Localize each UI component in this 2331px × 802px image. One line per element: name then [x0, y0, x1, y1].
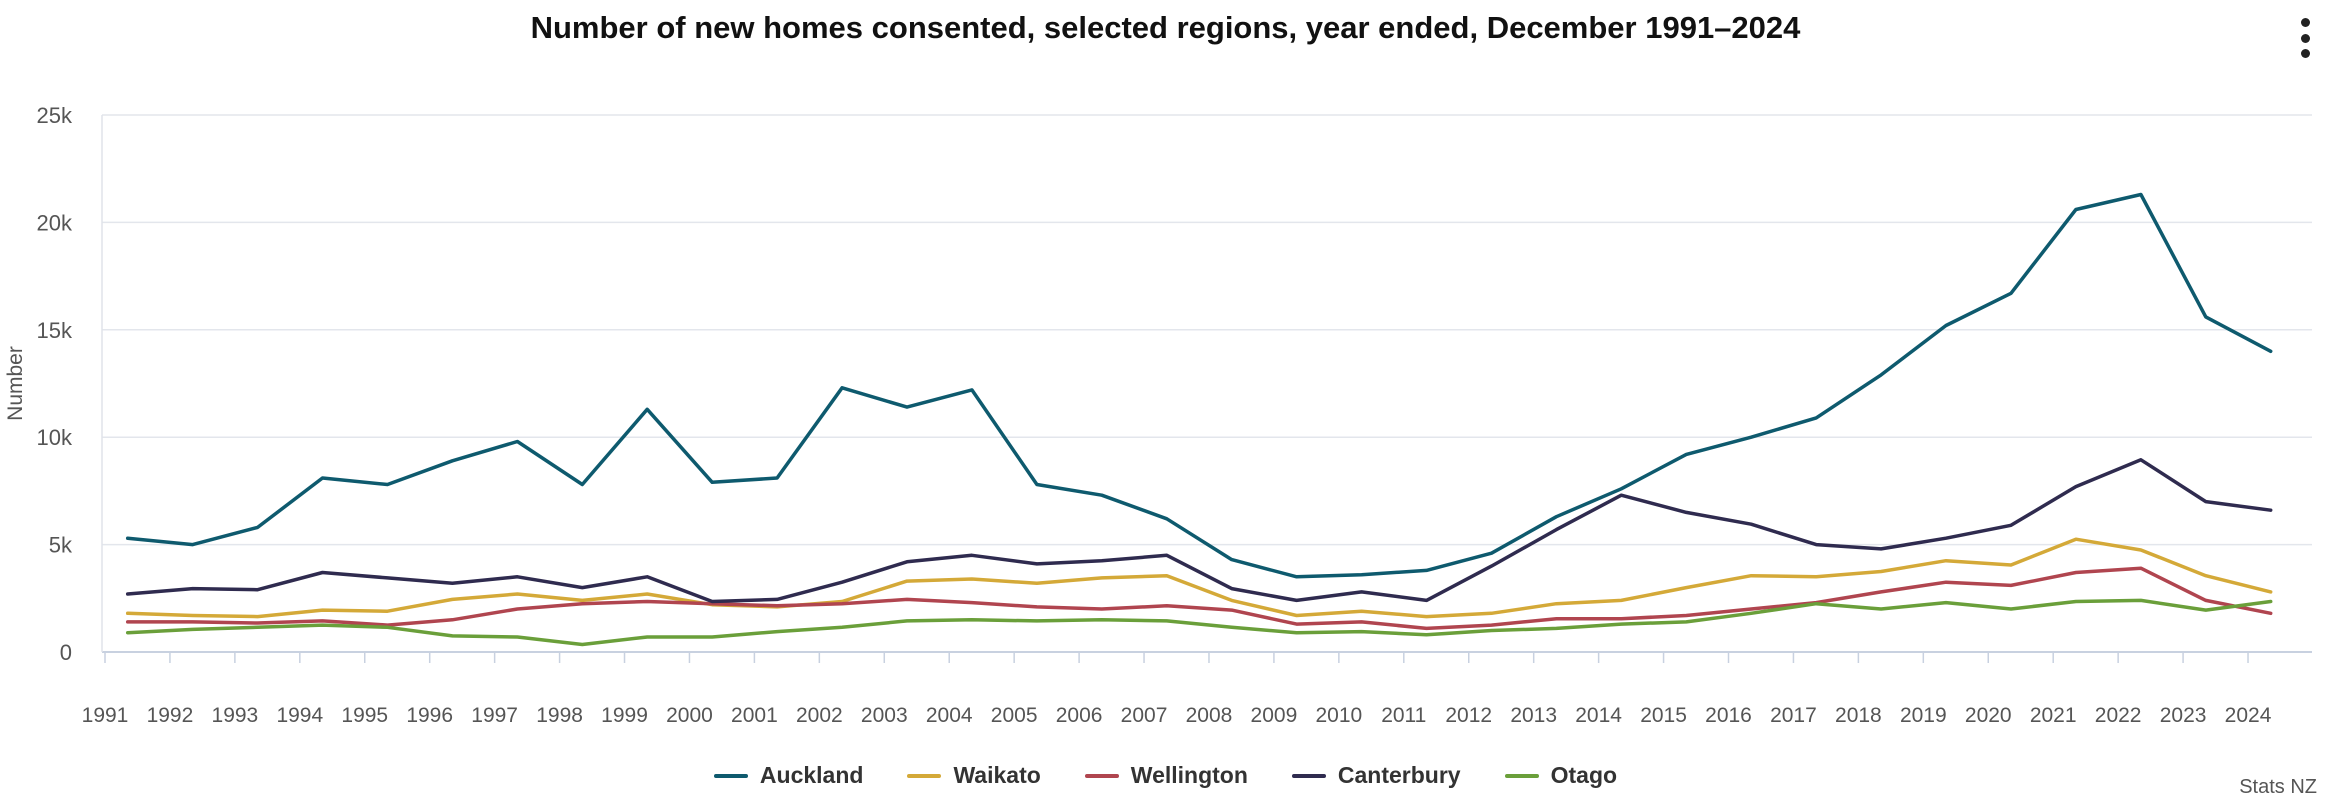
x-tick-label: 2021: [2030, 704, 2077, 727]
legend-swatch: [713, 773, 748, 778]
x-tick-label: 2006: [1056, 704, 1103, 727]
legend-label: Otago: [1550, 762, 1618, 788]
source-label: Stats NZ: [2239, 776, 2317, 798]
x-tick-label: 2009: [1251, 704, 1298, 727]
x-tick-label: 2008: [1186, 704, 1233, 727]
x-tick-label: 2015: [1640, 704, 1687, 727]
legend-label: Auckland: [759, 762, 864, 788]
x-tick-label: 2020: [1965, 704, 2012, 727]
legend-item-wellington[interactable]: Wellington: [1084, 762, 1248, 789]
legend-swatch: [907, 773, 942, 778]
x-tick-label: 2004: [926, 704, 973, 727]
x-tick-label: 2007: [1121, 704, 1168, 727]
x-tick-label: 1996: [406, 704, 453, 727]
y-axis-label: Number: [4, 346, 27, 421]
x-tick-label: 2005: [991, 704, 1038, 727]
legend-label: Wellington: [1130, 762, 1248, 788]
x-tick-label: 1993: [212, 704, 259, 727]
x-tick-label: 2017: [1770, 704, 1817, 727]
chart-title: Number of new homes consented, selected …: [530, 10, 1801, 45]
series-line-waikato: [125, 537, 2273, 619]
chart-menu-button[interactable]: [2293, 18, 2317, 58]
x-tick-label: 1998: [536, 704, 583, 727]
series-line-canterbury: [125, 458, 2273, 604]
legend-swatch: [1504, 773, 1539, 778]
x-tick-label: 2019: [1900, 704, 1947, 727]
vertical-ellipsis-icon-dot: [2300, 33, 2310, 43]
x-tick-label: 1992: [147, 704, 194, 727]
x-tick-label: 2014: [1575, 704, 1622, 727]
legend-swatch: [1291, 773, 1326, 778]
x-tick-label: 2023: [2160, 704, 2207, 727]
x-tick-label: 2013: [1510, 704, 1557, 727]
legend-item-waikato[interactable]: Waikato: [907, 762, 1041, 789]
y-tick-label: 20k: [37, 210, 73, 235]
vertical-ellipsis-icon-dot: [2300, 49, 2310, 58]
x-tick-label: 2016: [1705, 704, 1752, 727]
x-tick-label: 2024: [2225, 704, 2272, 727]
y-tick-label: 15k: [37, 318, 73, 343]
x-tick-label: 1991: [82, 704, 129, 727]
y-tick-label: 5k: [49, 533, 73, 558]
legend-swatch: [1084, 773, 1119, 778]
x-tick-label: 1995: [341, 704, 388, 727]
legend-label: Waikato: [953, 762, 1041, 788]
legend-item-canterbury[interactable]: Canterbury: [1291, 762, 1461, 789]
line-chart: 0 5k 10k 15k 20k 25k Number 1991 1992 1993 1994 199…: [4, 103, 2312, 727]
x-tick-label: 2002: [796, 704, 843, 727]
chart-legend: Auckland Waikato Wellington Canterbury Otago: [0, 762, 2331, 789]
legend-item-auckland[interactable]: Auckland: [713, 762, 864, 789]
x-tick-label: 2018: [1835, 704, 1882, 727]
x-tick-label: 2011: [1381, 704, 1426, 727]
x-tick-label: 2010: [1316, 704, 1363, 727]
y-tick-label: 0: [60, 640, 72, 665]
x-tick-label: 1994: [276, 704, 323, 727]
y-tick-label: 10k: [37, 425, 73, 450]
legend-label: Canterbury: [1337, 762, 1461, 788]
x-tick-label: 2022: [2095, 704, 2142, 727]
x-tick-label: 2000: [666, 704, 713, 727]
series-line-wellington: [125, 566, 2273, 631]
x-tick-label: 2012: [1445, 704, 1492, 727]
y-tick-label: 25k: [37, 103, 73, 128]
x-tick-label: 1999: [601, 704, 648, 727]
x-tick-label: 2003: [861, 704, 908, 727]
x-tick-label: 1997: [471, 704, 518, 727]
vertical-ellipsis-icon: [2300, 18, 2310, 27]
x-tick-label: 2001: [731, 704, 778, 727]
legend-item-otago[interactable]: Otago: [1504, 762, 1618, 789]
series-line-otago: [125, 598, 2273, 647]
series-line-auckland: [125, 192, 2273, 579]
